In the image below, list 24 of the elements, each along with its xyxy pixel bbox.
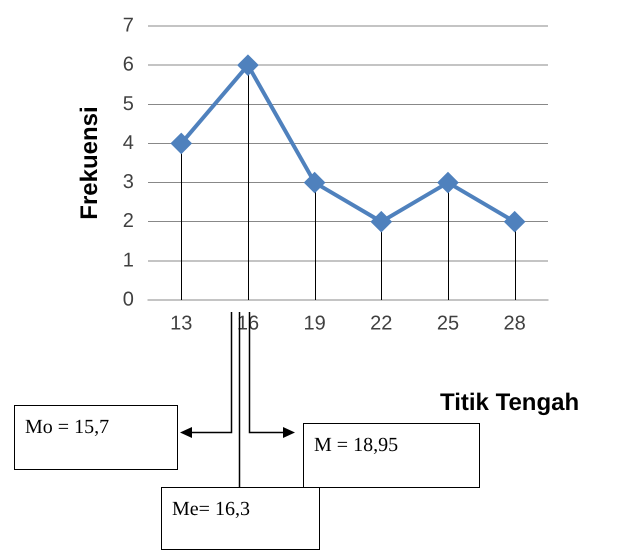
point [504,212,525,232]
x-axis-title: Titik Tengah [440,389,580,417]
y-tick-label: 5 [122,92,134,115]
x-tick-label: 19 [303,312,326,335]
y-tick-label: 4 [122,132,134,154]
point [171,133,192,154]
y-tick-label: 6 [122,54,134,76]
y-tick-label: 0 [122,288,134,311]
x-tick-label: 25 [436,312,460,335]
text: Mo = 15,7 [14,405,178,470]
y-tick-label: 2 [122,210,134,232]
x-tick-label: 22 [370,312,392,335]
y-axis-title: Frekuensi [76,106,104,220]
x-tick-label: 28 [504,312,526,335]
text: Me= 16,3 [161,487,320,550]
y-tick-label: 3 [122,171,134,194]
y-tick-label: 7 [122,14,134,37]
point [371,212,392,232]
point [304,172,325,193]
y-tick-label: 1 [122,249,134,272]
text: M = 18,95 [303,423,480,488]
point [438,172,458,193]
x-tick-label: 13 [170,312,192,335]
point [238,55,258,76]
